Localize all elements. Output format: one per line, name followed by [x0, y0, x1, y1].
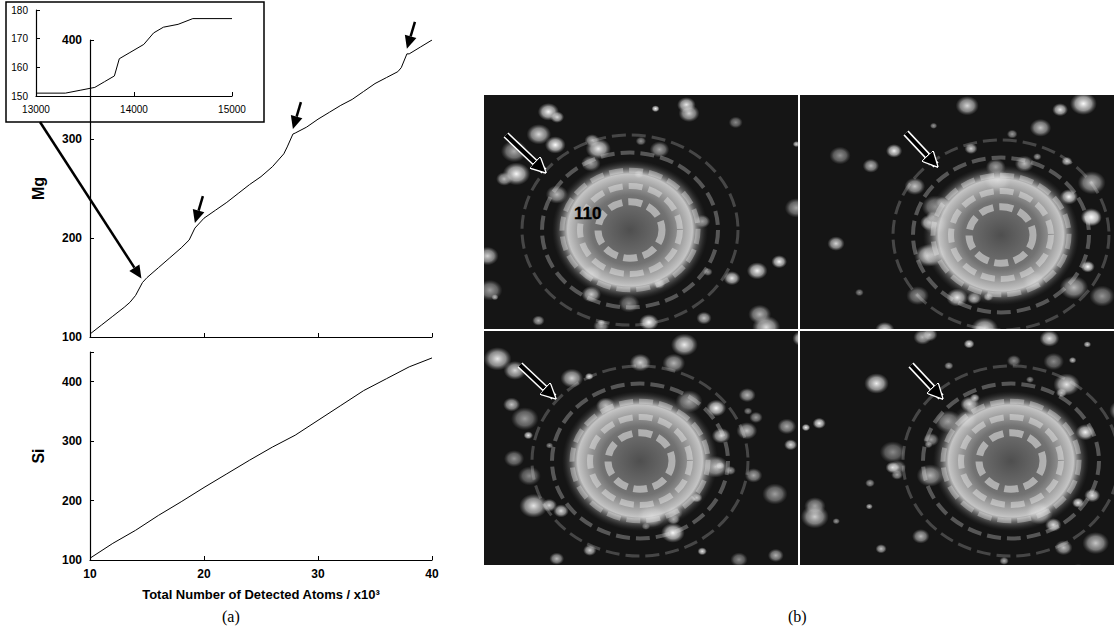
- svg-text:300: 300: [62, 434, 82, 448]
- svg-text:400: 400: [62, 33, 82, 47]
- svg-text:110: 110: [574, 204, 601, 223]
- html-text:(b): (b): [788, 608, 807, 625]
- svg-text:Si: Si: [30, 448, 47, 463]
- svg-text:20: 20: [197, 567, 211, 581]
- svg-text:170: 170: [11, 33, 28, 44]
- svg-text:100: 100: [62, 553, 82, 567]
- svg-text:150: 150: [11, 91, 28, 102]
- svg-text:160: 160: [11, 62, 28, 73]
- html-text:(a): (a): [222, 608, 240, 625]
- svg-text:Total Number of Detected Atoms: Total Number of Detected Atoms / x10³: [142, 587, 380, 602]
- svg-text:Mg: Mg: [30, 177, 47, 200]
- svg-text:100: 100: [62, 330, 82, 344]
- svg-text:300: 300: [62, 132, 82, 146]
- svg-text:14000: 14000: [120, 104, 148, 115]
- svg-text:200: 200: [62, 231, 82, 245]
- svg-text:30: 30: [311, 567, 325, 581]
- svg-text:10: 10: [83, 567, 97, 581]
- svg-text:180: 180: [11, 5, 28, 16]
- svg-text:13000: 13000: [22, 104, 50, 115]
- svg-text:15000: 15000: [218, 104, 246, 115]
- svg-text:200: 200: [62, 494, 82, 508]
- svg-text:40: 40: [425, 567, 439, 581]
- svg-text:400: 400: [62, 375, 82, 389]
